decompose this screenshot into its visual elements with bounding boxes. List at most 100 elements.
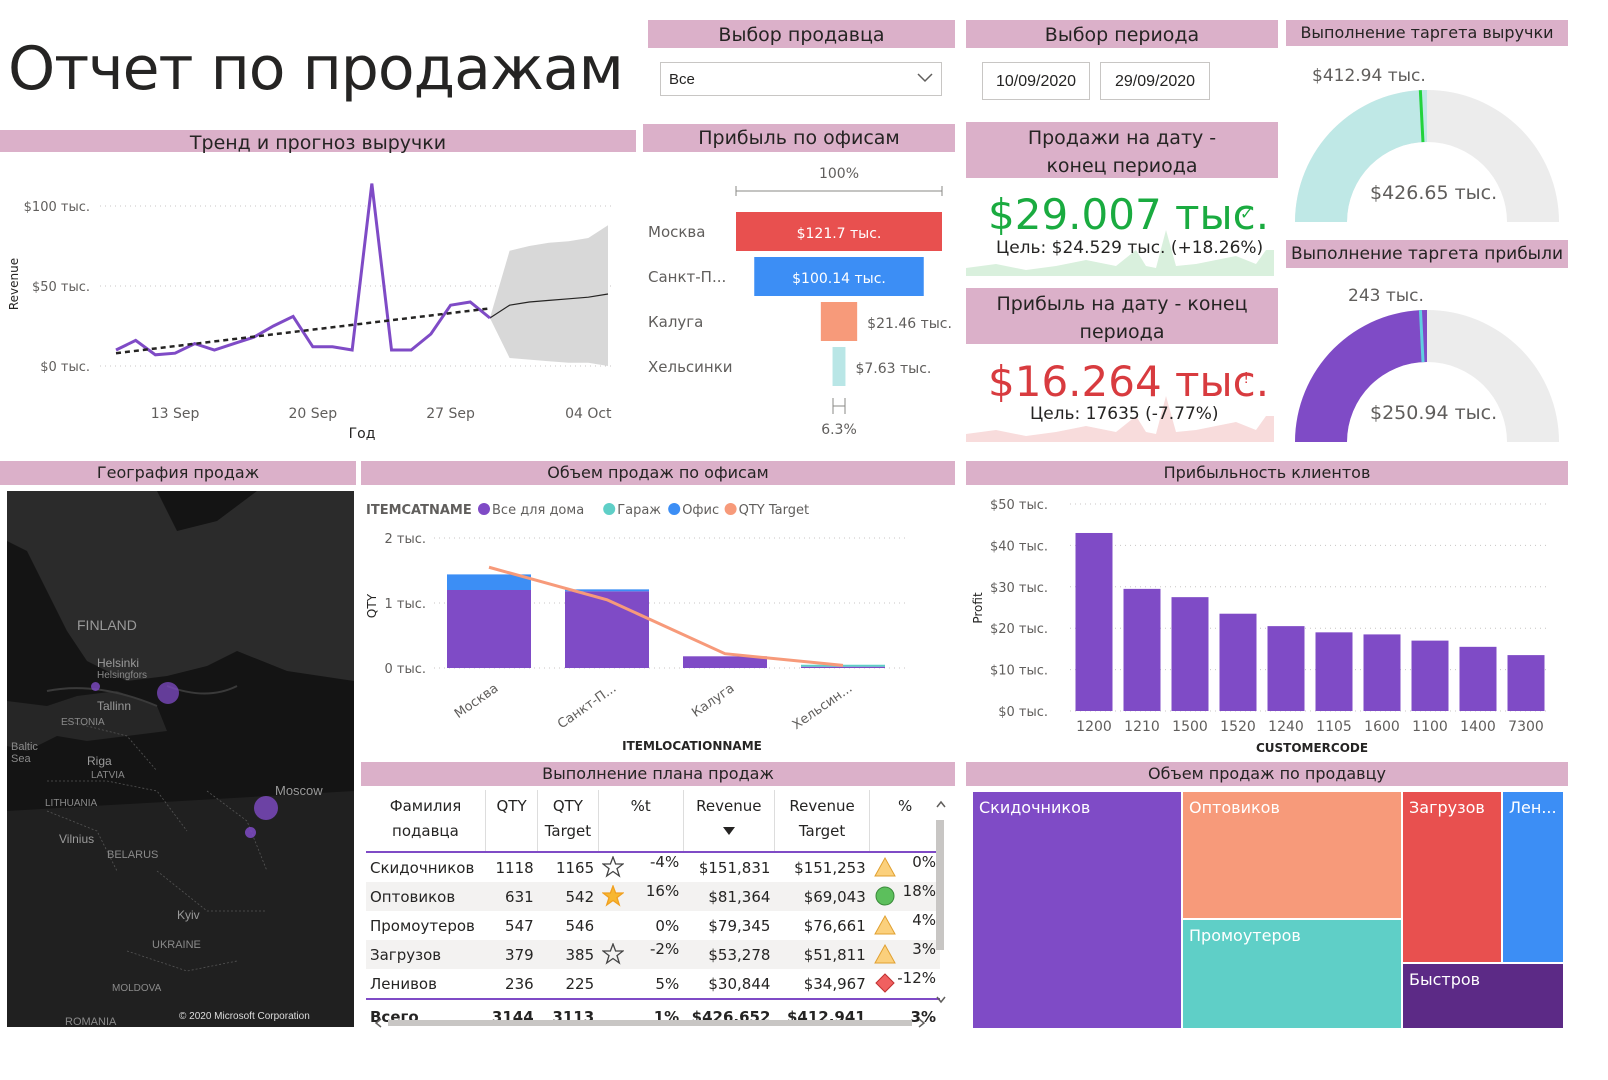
profit-kpi-value: $16.264 тыс. <box>988 357 1270 406</box>
scroll-left-icon[interactable] <box>374 1018 382 1028</box>
treemap-cell-promouterov[interactable]: Промоутеров <box>1181 918 1403 1030</box>
cell-qty: 631 <box>505 887 534 906</box>
treemap-cell-bystrov[interactable]: Быстров <box>1401 962 1565 1030</box>
y-axis-label: Profit <box>971 592 985 624</box>
profit-to-date-header: Прибыль на дату - конец периода <box>966 288 1278 344</box>
map-label-moscow: Moscow <box>275 783 323 798</box>
period-from-input[interactable]: 10/09/2020 <box>982 62 1090 100</box>
col-header-revenue-label: Revenue <box>696 797 762 815</box>
client-bar <box>1411 640 1449 711</box>
status-triangle-icon <box>873 943 896 964</box>
x-tick-label: Хельсин... <box>790 681 855 733</box>
cell-revenue: $79,345 <box>708 916 771 935</box>
table-row[interactable]: Оптовиков 631 542 16% $81,364 $69,043 18% <box>366 882 940 911</box>
col-header-revenue[interactable]: Revenue <box>682 790 775 852</box>
funnel-value-label: $100.14 тыс. <box>792 271 886 287</box>
map-bubble-spb[interactable] <box>157 682 179 704</box>
cell-revenue-target: $34,967 <box>803 974 866 993</box>
map-label-kyiv: Kyiv <box>177 908 200 922</box>
client-bar <box>1267 626 1305 711</box>
sales-to-date-header: Продажи на дату - конец периода <box>966 122 1278 178</box>
legend-title: ITEMCATNAME <box>366 503 472 518</box>
period-to-input[interactable]: 29/09/2020 <box>1100 62 1210 100</box>
cell-pct: 3% <box>870 940 940 969</box>
volume-bar <box>565 591 649 668</box>
cell-qty: 547 <box>505 916 534 935</box>
table-row[interactable]: Скидочников 1118 1165 -4% $151,831 $151,253 0% <box>366 852 940 882</box>
revenue-target-header: Выполнение таргета выручки <box>1286 20 1568 46</box>
x-tick-label: 1210 <box>1124 719 1160 735</box>
treemap-cell-optovikov[interactable]: Оптовиков <box>1181 790 1403 920</box>
table-row[interactable]: Промоутеров 547 546 0% $79,345 $76,661 4% <box>366 911 940 940</box>
table-row[interactable]: Ленивов 236 225 5% $30,844 $34,967 -12% <box>366 969 940 999</box>
cell-pct: 18% <box>870 882 940 911</box>
funnel-top-bracket <box>735 186 943 196</box>
map-label-helsinki: Helsinki <box>97 656 140 670</box>
map-label-tallinn: Tallinn <box>97 699 132 713</box>
map-bubble-moscow[interactable] <box>254 796 278 820</box>
cell-qty: 1118 <box>495 858 534 877</box>
map-bubble-helsinki[interactable] <box>91 682 100 691</box>
plan-table[interactable]: Фамилия подавца QTY QTY Target %t Revenu… <box>366 790 952 1030</box>
funnel-value-label: $21.46 тыс. <box>867 316 952 332</box>
total-pct: 3% <box>910 1007 936 1026</box>
exclamation-icon: ! <box>1244 370 1249 387</box>
seller-header: Выбор продавца <box>648 20 955 48</box>
volume-bar <box>801 664 885 667</box>
treemap-cell-skidochnikov[interactable]: Скидочников <box>971 790 1183 1030</box>
funnel-bar <box>832 347 846 386</box>
y-tick-label: $40 тыс. <box>990 539 1048 554</box>
y-tick-label: $0 тыс. <box>998 705 1048 720</box>
treemap-cell-zagruzov[interactable]: Загрузов <box>1401 790 1503 964</box>
funnel-category-label: Санкт-П... <box>648 268 726 286</box>
geo-header: География продаж <box>0 461 356 485</box>
x-tick-label: 1400 <box>1460 719 1496 735</box>
volume-by-office-chart: ITEMCATNAME Все для дома Гараж Офис QTY Targ… <box>365 503 906 753</box>
col-header-qty-target[interactable]: QTY Target <box>537 790 599 852</box>
seller-dropdown[interactable]: Все <box>660 62 942 96</box>
x-tick-label: Москва <box>452 681 501 722</box>
x-tick-label: 1600 <box>1364 719 1400 735</box>
funnel-bar <box>736 212 942 251</box>
sort-desc-icon <box>722 827 735 835</box>
map-label-estonia: ESTONIA <box>61 717 105 728</box>
col-header-qty[interactable]: QTY <box>484 790 538 852</box>
map-bubble-kaluga[interactable] <box>245 827 256 838</box>
x-tick-label: Санкт-П... <box>555 681 619 732</box>
checkmark-icon: ✓ <box>1240 206 1254 223</box>
table-vertical-scrollbar[interactable] <box>936 820 944 950</box>
legend-marker <box>724 503 737 515</box>
funnel-bar <box>754 257 924 296</box>
sales-map[interactable]: FINLAND Helsinki Helsingfors Tallinn EST… <box>7 491 354 1027</box>
status-diamond-icon <box>875 973 895 993</box>
scroll-right-icon[interactable] <box>918 1018 926 1028</box>
cell-revenue: $151,831 <box>698 858 771 877</box>
y-axis-label: QTY <box>365 593 379 618</box>
volume-bar <box>683 656 767 668</box>
table-row[interactable]: Загрузов 379 385 -2% $53,278 $51,811 3% <box>366 940 940 969</box>
revenue-line <box>115 183 491 357</box>
col-header-name[interactable]: Фамилия подавца <box>389 797 462 840</box>
x-axis-label: CUSTOMERCODE <box>1256 741 1368 755</box>
seller-treemap: Скидочников Оптовиков Промоутеров Загруз… <box>971 790 1565 1030</box>
scroll-up-icon[interactable] <box>936 800 946 808</box>
col-header-revenue-target[interactable]: Revenue Target <box>773 790 870 852</box>
cell-pct-t-value: 0% <box>655 916 680 935</box>
col-header-pct-t[interactable]: %t <box>597 790 684 852</box>
cell-pct-t-value: 16% <box>645 882 680 900</box>
y-tick-label: $30 тыс. <box>990 581 1048 596</box>
client-bar <box>1123 588 1161 711</box>
scroll-down-icon[interactable] <box>936 996 946 1004</box>
client-bar <box>1171 597 1209 711</box>
treemap-cell-lenivov[interactable]: Лен... <box>1501 790 1565 964</box>
legend-marker <box>668 503 681 515</box>
col-header-pct[interactable]: % <box>869 790 940 852</box>
cell-pct-value: -12% <box>897 969 936 987</box>
table-horizontal-scrollbar[interactable] <box>388 1020 912 1026</box>
trend-header: Тренд и прогноз выручки <box>0 130 636 154</box>
sales-kpi-value: $29.007 тыс. <box>988 190 1270 239</box>
funnel-value-label: $121.7 тыс. <box>797 226 882 242</box>
cell-pct-t: 16% <box>598 882 683 911</box>
y-tick-label: $50 тыс. <box>990 498 1048 513</box>
cell-pct-value: 18% <box>902 882 936 900</box>
